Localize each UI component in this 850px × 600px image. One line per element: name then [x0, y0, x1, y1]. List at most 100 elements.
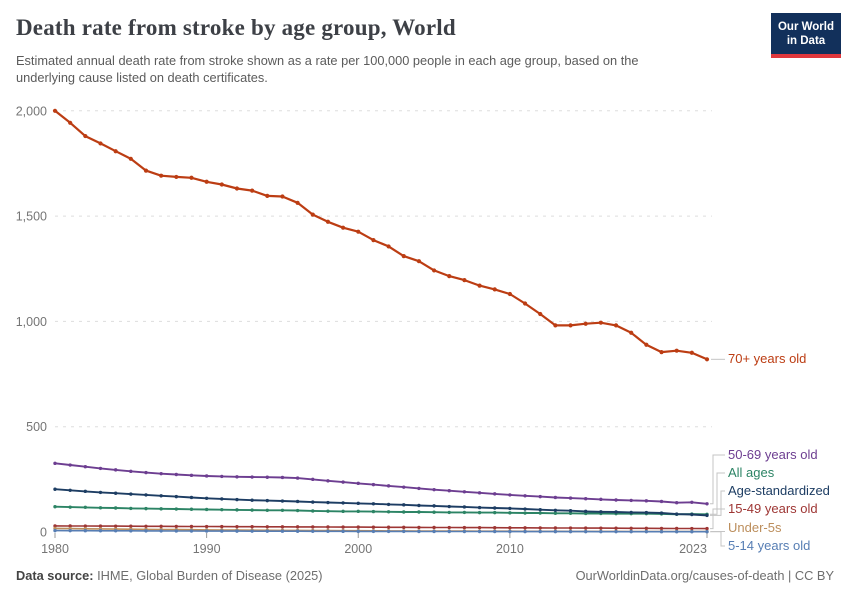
data-point-age-standardized-1982[interactable]: [83, 489, 88, 494]
legend-label-under-5s[interactable]: Under-5s: [728, 520, 782, 535]
data-point-age-standardized-1980[interactable]: [53, 487, 57, 491]
data-point-all-ages-1997[interactable]: [311, 509, 315, 513]
data-point-5-14-years-old-2000[interactable]: [356, 529, 360, 534]
data-point-5-14-years-old-2019[interactable]: [644, 529, 649, 534]
series-line-all-ages[interactable]: [54, 505, 708, 516]
data-point-all-ages-1984[interactable]: [113, 506, 118, 510]
data-point-5-14-years-old-2018[interactable]: [629, 529, 633, 534]
data-point-50-69-years-old-1995[interactable]: [280, 475, 285, 480]
data-point-70-years-old-1998[interactable]: [325, 219, 331, 224]
data-point-5-14-years-old-1987[interactable]: [159, 529, 163, 533]
data-point-5-14-years-old-2006[interactable]: [447, 529, 451, 534]
data-point-5-14-years-old-1985[interactable]: [129, 529, 133, 533]
data-point-50-69-years-old-2011[interactable]: [523, 494, 527, 498]
data-point-15-49-years-old-1992[interactable]: [235, 524, 239, 529]
data-point-5-14-years-old-2001[interactable]: [371, 529, 376, 534]
data-point-70-years-old-2009[interactable]: [492, 287, 497, 292]
data-point-50-69-years-old-2016[interactable]: [599, 497, 603, 502]
data-point-50-69-years-old-2019[interactable]: [644, 499, 649, 503]
data-point-70-years-old-1986[interactable]: [143, 168, 149, 173]
data-point-15-49-years-old-1982[interactable]: [83, 524, 88, 528]
data-point-50-69-years-old-2018[interactable]: [629, 498, 633, 503]
data-point-15-49-years-old-1999[interactable]: [341, 525, 345, 529]
data-point-70-years-old-2006[interactable]: [447, 274, 452, 279]
data-point-50-69-years-old-1985[interactable]: [129, 469, 133, 474]
data-point-50-69-years-old-2009[interactable]: [493, 492, 497, 496]
data-point-age-standardized-1996[interactable]: [295, 499, 300, 504]
data-point-5-14-years-old-2012[interactable]: [538, 529, 542, 534]
data-point-15-49-years-old-2011[interactable]: [523, 526, 527, 530]
data-point-15-49-years-old-1991[interactable]: [220, 524, 224, 529]
data-point-5-14-years-old-2023[interactable]: [705, 530, 709, 534]
data-point-all-ages-1993[interactable]: [250, 508, 254, 512]
data-point-5-14-years-old-2016[interactable]: [599, 529, 603, 534]
data-point-5-14-years-old-1989[interactable]: [189, 529, 194, 533]
data-point-all-ages-1985[interactable]: [129, 506, 133, 511]
data-point-15-49-years-old-2015[interactable]: [583, 526, 588, 530]
data-point-age-standardized-1989[interactable]: [189, 495, 194, 500]
data-point-5-14-years-old-1998[interactable]: [326, 529, 330, 534]
data-point-70-years-old-2020[interactable]: [659, 350, 664, 355]
data-point-15-49-years-old-2014[interactable]: [568, 526, 573, 530]
data-point-15-49-years-old-1996[interactable]: [295, 525, 300, 529]
data-point-age-standardized-1985[interactable]: [129, 492, 133, 496]
data-point-15-49-years-old-2020[interactable]: [659, 526, 664, 531]
data-point-all-ages-1988[interactable]: [174, 507, 179, 511]
data-point-50-69-years-old-2006[interactable]: [447, 489, 451, 493]
data-point-5-14-years-old-1999[interactable]: [341, 529, 345, 534]
data-point-all-ages-1995[interactable]: [280, 508, 285, 513]
data-point-5-14-years-old-1990[interactable]: [204, 529, 209, 533]
data-point-all-ages-2012[interactable]: [538, 511, 542, 515]
data-point-15-49-years-old-2017[interactable]: [614, 526, 618, 530]
data-point-15-49-years-old-1984[interactable]: [113, 524, 118, 528]
data-point-all-ages-1998[interactable]: [326, 509, 330, 513]
legend-label-age-standardized[interactable]: Age-standardized: [728, 483, 830, 498]
data-point-70-years-old-2023[interactable]: [704, 357, 710, 362]
data-point-50-69-years-old-2004[interactable]: [417, 486, 421, 491]
legend-label-5-14-years-old[interactable]: 5-14 years old: [728, 538, 811, 553]
data-point-50-69-years-old-2008[interactable]: [477, 491, 482, 495]
series-line-age-standardized[interactable]: [54, 488, 708, 517]
data-point-70-years-old-2004[interactable]: [416, 259, 422, 264]
data-point-15-49-years-old-1987[interactable]: [159, 524, 163, 529]
data-point-50-69-years-old-2000[interactable]: [356, 481, 360, 486]
data-point-age-standardized-1994[interactable]: [265, 498, 269, 503]
data-point-age-standardized-2012[interactable]: [538, 507, 542, 512]
data-point-70-years-old-1994[interactable]: [265, 193, 270, 198]
data-point-age-standardized-2016[interactable]: [599, 510, 603, 514]
data-point-all-ages-1992[interactable]: [235, 508, 239, 512]
data-point-all-ages-1986[interactable]: [144, 506, 148, 511]
legend-label-all-ages[interactable]: All ages: [728, 465, 775, 480]
data-point-70-years-old-1995[interactable]: [280, 194, 285, 199]
data-point-5-14-years-old-1994[interactable]: [265, 529, 269, 533]
data-point-15-49-years-old-1997[interactable]: [311, 525, 315, 529]
data-point-70-years-old-2019[interactable]: [644, 342, 649, 347]
data-point-70-years-old-2013[interactable]: [553, 323, 558, 328]
data-point-5-14-years-old-2007[interactable]: [462, 529, 467, 534]
data-point-age-standardized-1990[interactable]: [204, 496, 209, 501]
data-point-15-49-years-old-1994[interactable]: [265, 525, 269, 529]
data-point-all-ages-2009[interactable]: [493, 510, 497, 515]
data-point-all-ages-2013[interactable]: [553, 511, 558, 515]
data-point-50-69-years-old-2005[interactable]: [432, 487, 436, 492]
data-point-15-49-years-old-2010[interactable]: [508, 526, 512, 530]
data-point-5-14-years-old-2013[interactable]: [553, 529, 558, 534]
data-point-age-standardized-2018[interactable]: [629, 510, 633, 515]
data-point-70-years-old-1993[interactable]: [250, 188, 255, 193]
data-point-70-years-old-2010[interactable]: [507, 291, 512, 297]
data-point-all-ages-2005[interactable]: [432, 510, 436, 514]
data-point-age-standardized-1981[interactable]: [68, 488, 72, 493]
data-point-50-69-years-old-2013[interactable]: [553, 495, 558, 500]
data-point-5-14-years-old-1997[interactable]: [311, 529, 315, 533]
legend-label-70-years-old[interactable]: 70+ years old: [728, 351, 807, 366]
series-line-15-49-years-old[interactable]: [54, 525, 708, 530]
data-point-50-69-years-old-2022[interactable]: [690, 500, 694, 505]
owid-logo[interactable]: Our World in Data: [771, 13, 841, 58]
data-point-70-years-old-1997[interactable]: [310, 212, 315, 217]
data-point-70-years-old-1985[interactable]: [128, 156, 133, 161]
data-point-50-69-years-old-1990[interactable]: [204, 474, 209, 478]
data-point-15-49-years-old-1989[interactable]: [189, 524, 194, 529]
data-point-age-standardized-2013[interactable]: [553, 508, 558, 513]
data-point-age-standardized-2009[interactable]: [493, 506, 497, 510]
data-point-all-ages-2008[interactable]: [477, 510, 482, 515]
